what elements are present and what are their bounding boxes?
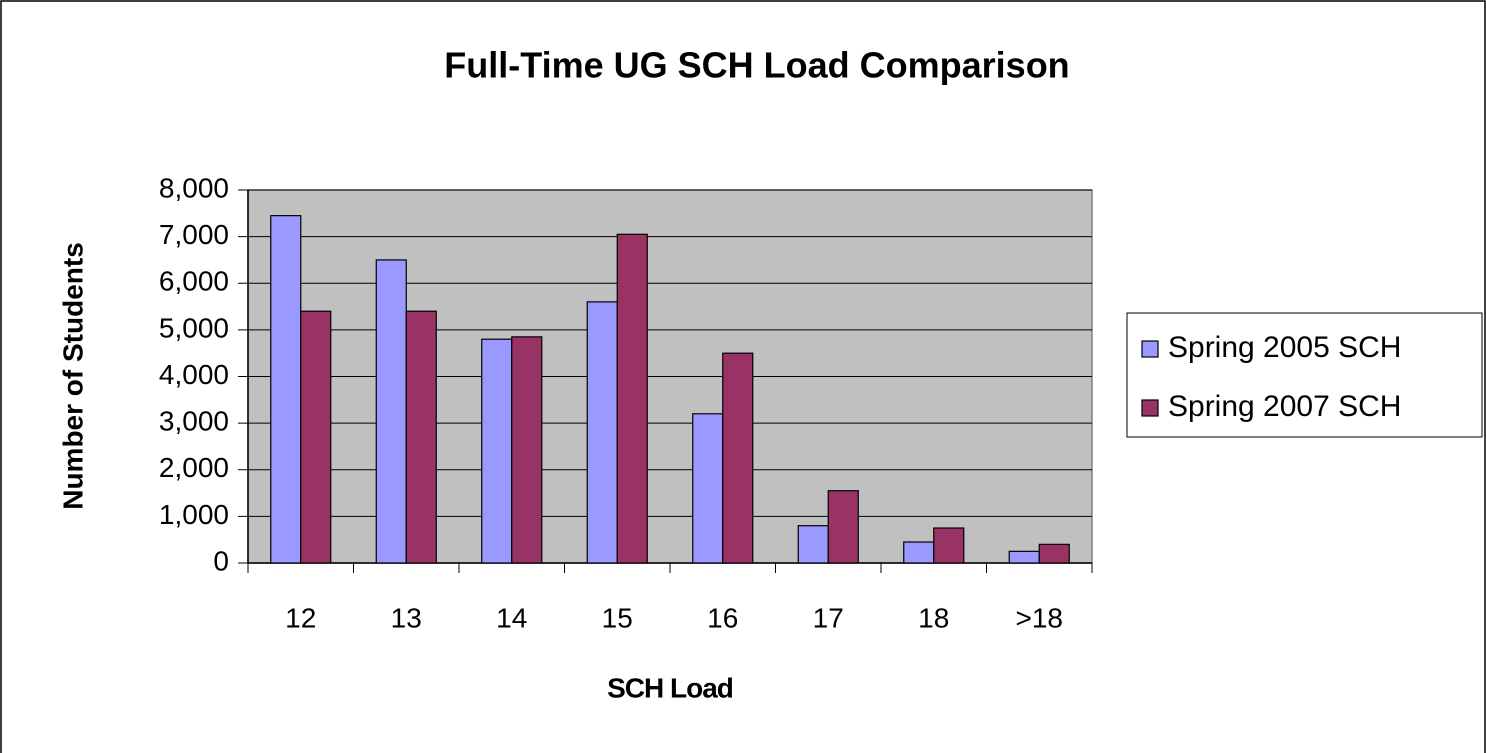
bar xyxy=(405,310,437,564)
bar xyxy=(511,336,543,564)
chart-title: Full-Time UG SCH Load Comparison xyxy=(444,45,1069,86)
y-tick-label: 5,000 xyxy=(159,312,229,343)
bar xyxy=(270,215,302,564)
x-tick-label: 13 xyxy=(391,602,422,633)
legend-box xyxy=(1126,312,1483,438)
bar xyxy=(1008,550,1040,564)
y-tick-label: 4,000 xyxy=(159,359,229,390)
x-tick-label: 16 xyxy=(707,602,738,633)
y-tick-label: 0 xyxy=(213,545,229,576)
bar xyxy=(827,490,859,564)
x-axis-title: SCH Load xyxy=(607,672,733,703)
y-tick-label: 8,000 xyxy=(159,172,229,203)
x-tick-label: 14 xyxy=(496,602,527,633)
bar xyxy=(722,352,754,564)
legend-label: Spring 2005 SCH xyxy=(1168,331,1401,364)
bar xyxy=(797,525,829,564)
y-tick-label: 3,000 xyxy=(159,406,229,437)
y-tick-label: 2,000 xyxy=(159,452,229,483)
legend-swatch xyxy=(1141,340,1159,358)
bar xyxy=(616,233,648,564)
bar xyxy=(300,310,332,564)
x-tick-label: >18 xyxy=(1016,602,1064,633)
bar xyxy=(1038,543,1070,564)
bar xyxy=(933,527,965,564)
bar xyxy=(586,301,618,564)
bar xyxy=(481,338,513,564)
legend-swatch xyxy=(1141,399,1159,417)
x-tick-label: 18 xyxy=(918,602,949,633)
y-axis-title: Number of Students xyxy=(57,242,88,510)
bar xyxy=(903,541,935,564)
legend-label: Spring 2007 SCH xyxy=(1168,390,1401,423)
y-tick-label: 1,000 xyxy=(159,499,229,530)
x-tick-label: 15 xyxy=(602,602,633,633)
y-tick-label: 6,000 xyxy=(159,266,229,297)
y-axis-title-group: Number of Students xyxy=(57,242,88,510)
y-tick-label: 7,000 xyxy=(159,219,229,250)
bar xyxy=(375,259,407,564)
x-tick-label: 12 xyxy=(285,602,316,633)
bar xyxy=(692,413,724,564)
x-tick-label: 17 xyxy=(813,602,844,633)
